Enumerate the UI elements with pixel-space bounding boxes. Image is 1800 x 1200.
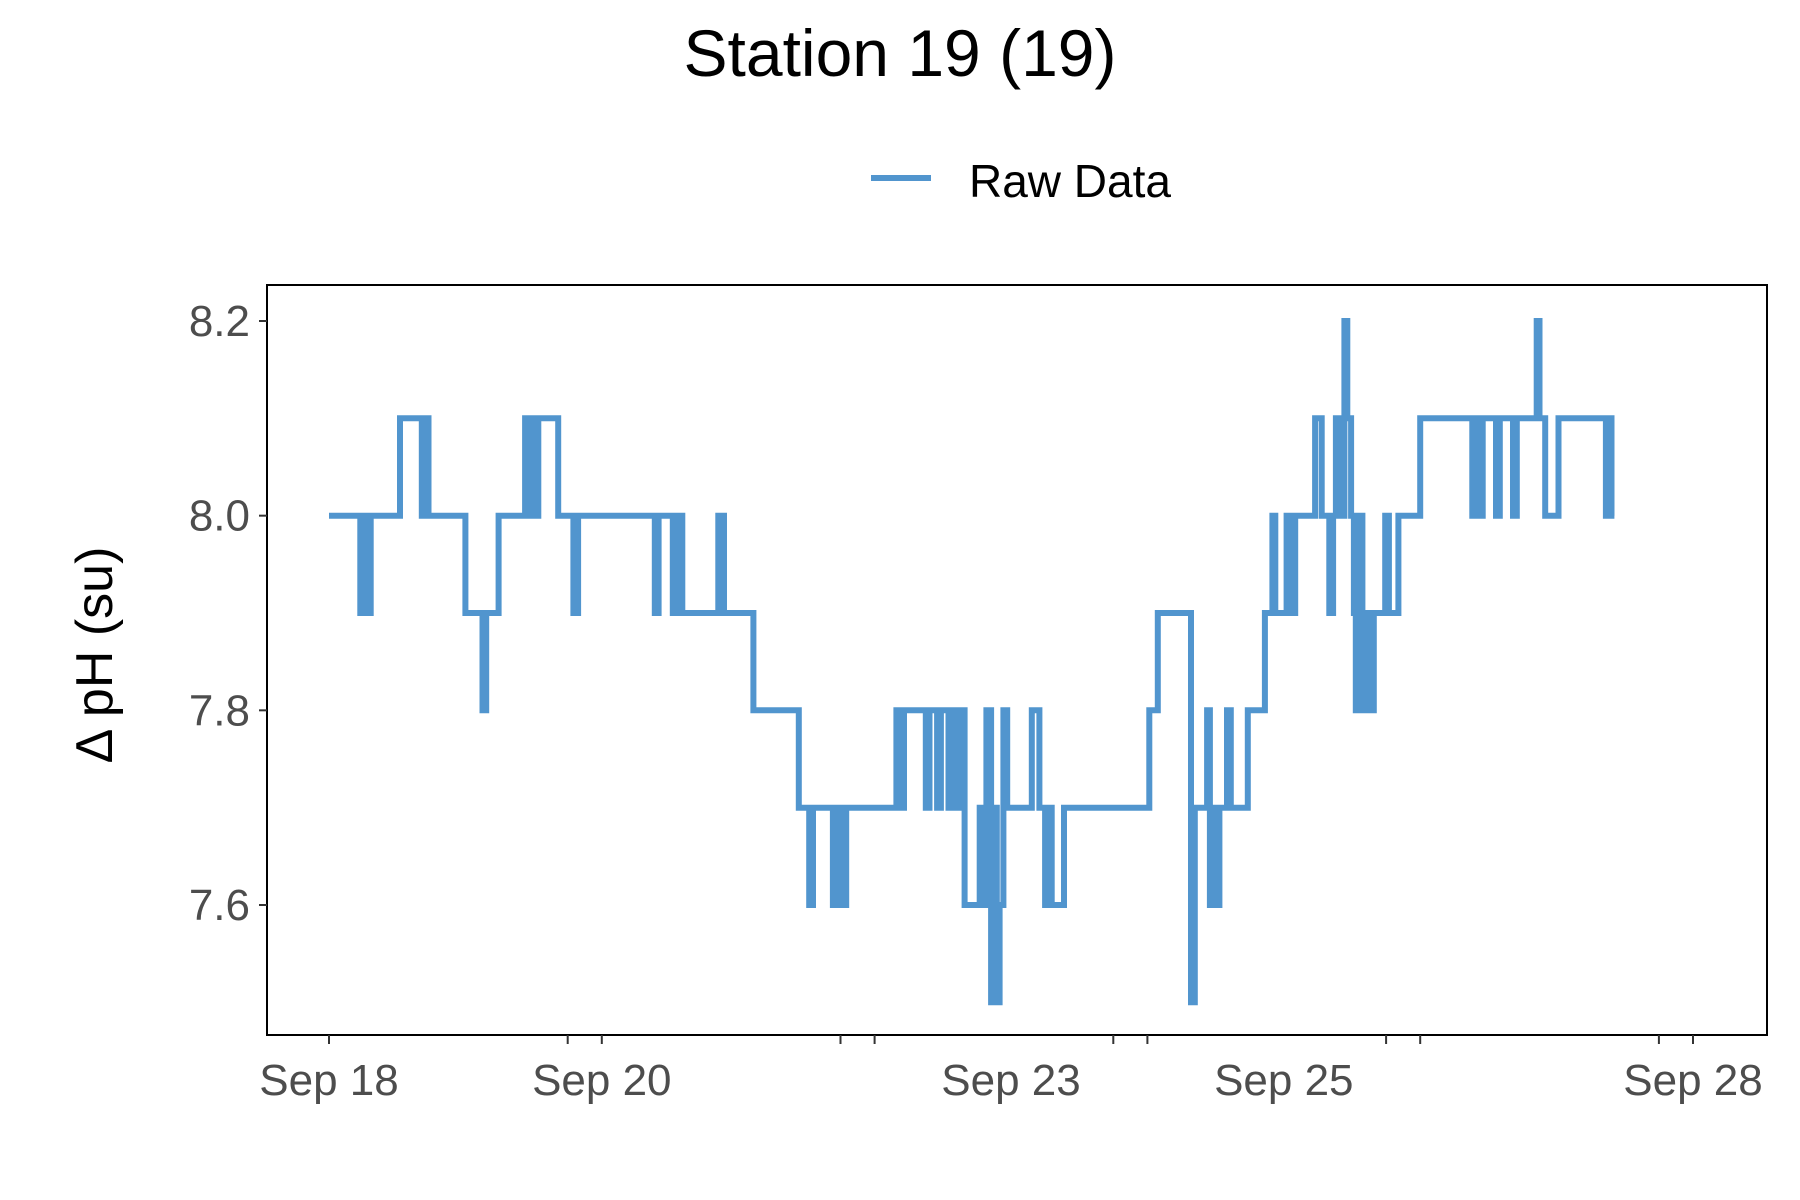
x-tick-label: Sep 25 <box>1214 1056 1353 1105</box>
y-axis: 7.6 7.8 8.0 8.2 <box>189 297 267 930</box>
y-tick-label: 8.0 <box>189 492 250 541</box>
chart-title: Station 19 (19) <box>684 16 1117 90</box>
plot-panel <box>266 284 1768 1036</box>
y-axis-title: Δ pH (su) <box>66 547 124 764</box>
legend-label-raw-data: Raw Data <box>969 155 1171 207</box>
y-tick-label: 8.2 <box>189 297 250 346</box>
x-tick-label: Sep 23 <box>941 1056 1080 1105</box>
series-line-raw-data <box>329 318 1615 1006</box>
y-tick-label: 7.6 <box>189 881 250 930</box>
x-tick-label: Sep 28 <box>1623 1056 1762 1105</box>
y-tick-label: 7.8 <box>189 686 250 735</box>
x-tick-label: Sep 20 <box>532 1056 671 1105</box>
legend: Raw Data <box>871 155 1171 207</box>
x-tick-label: Sep 18 <box>259 1056 398 1105</box>
x-axis: Sep 18 Sep 20 Sep 23 Sep 25 Sep 28 <box>259 1035 1763 1105</box>
series-layer <box>329 318 1615 1006</box>
